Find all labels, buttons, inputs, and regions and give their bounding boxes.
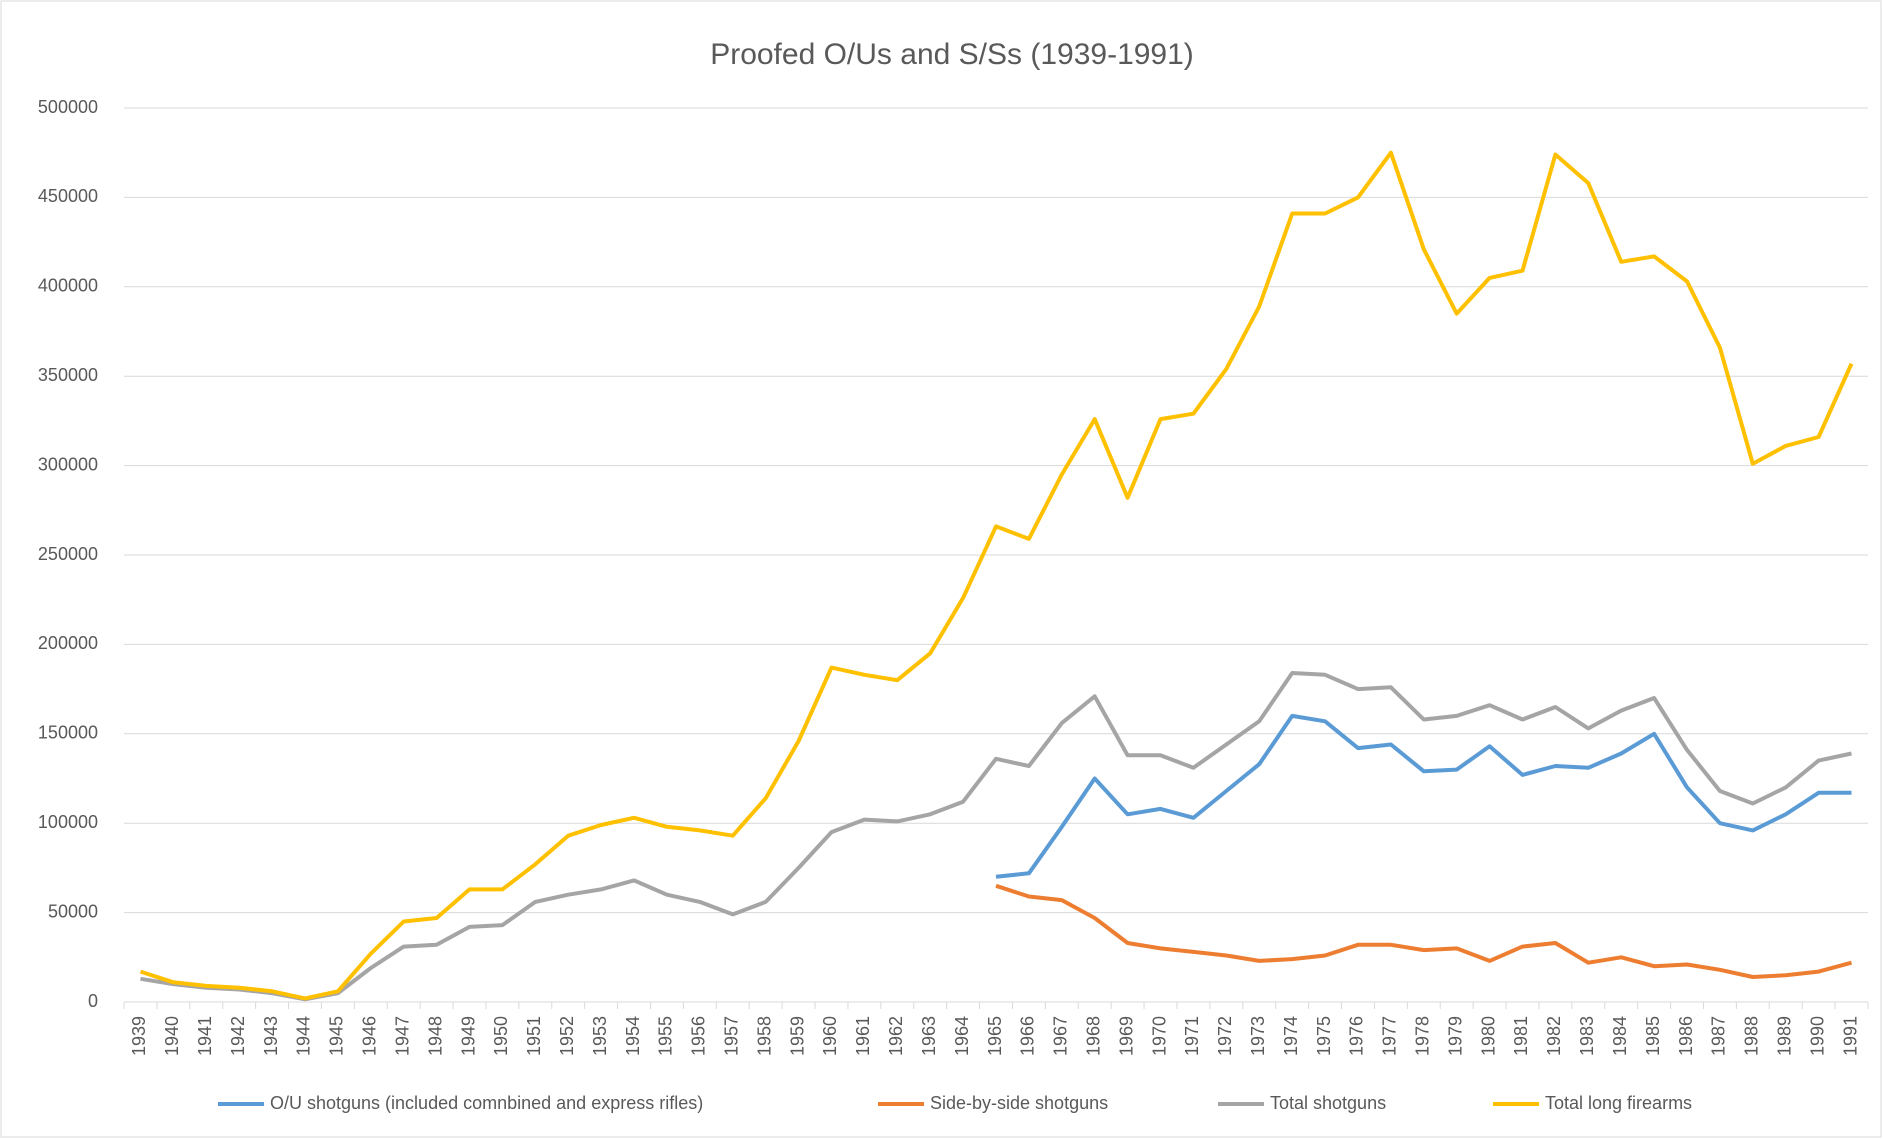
y-tick-label: 500000 <box>38 97 98 117</box>
y-tick-label: 200000 <box>38 633 98 653</box>
y-tick-label: 300000 <box>38 454 98 474</box>
x-tick-label: 1947 <box>392 1016 412 1056</box>
x-tick-label: 1942 <box>228 1016 248 1056</box>
x-tick-label: 1948 <box>425 1016 445 1056</box>
x-tick-label: 1939 <box>129 1016 149 1056</box>
y-tick-label: 250000 <box>38 544 98 564</box>
legend-label: O/U shotguns (included comnbined and exp… <box>270 1093 703 1113</box>
x-tick-label: 1965 <box>985 1016 1005 1056</box>
chart-title: Proofed O/Us and S/Ss (1939-1991) <box>710 38 1194 71</box>
x-tick-label: 1990 <box>1807 1016 1827 1056</box>
x-tick-label: 1969 <box>1116 1016 1136 1056</box>
x-tick-label: 1940 <box>162 1016 182 1056</box>
x-tick-label: 1985 <box>1643 1016 1663 1056</box>
x-tick-label: 1967 <box>1051 1016 1071 1056</box>
x-tick-label: 1952 <box>557 1016 577 1056</box>
legend-label: Side-by-side shotguns <box>930 1093 1108 1113</box>
x-tick-label: 1954 <box>623 1016 643 1056</box>
x-tick-label: 1981 <box>1511 1016 1531 1056</box>
x-tick-label: 1950 <box>491 1016 511 1056</box>
x-tick-label: 1953 <box>590 1016 610 1056</box>
x-tick-label: 1968 <box>1083 1016 1103 1056</box>
x-tick-label: 1941 <box>195 1016 215 1056</box>
x-tick-label: 1971 <box>1182 1016 1202 1056</box>
legend-label: Total shotguns <box>1270 1093 1386 1113</box>
x-tick-label: 1962 <box>886 1016 906 1056</box>
y-tick-label: 400000 <box>38 276 98 296</box>
x-tick-label: 1949 <box>458 1016 478 1056</box>
x-tick-label: 1983 <box>1577 1016 1597 1056</box>
x-tick-label: 1964 <box>952 1016 972 1056</box>
series-line <box>139 150 1854 1001</box>
x-tick-label: 1989 <box>1774 1016 1794 1056</box>
x-tick-label: 1946 <box>360 1016 380 1056</box>
x-tick-label: 1982 <box>1544 1016 1564 1056</box>
x-tick-label: 1979 <box>1445 1016 1465 1056</box>
y-tick-label: 50000 <box>48 901 98 921</box>
x-tick-label: 1956 <box>689 1016 709 1056</box>
x-tick-label: 1972 <box>1215 1016 1235 1056</box>
x-tick-label: 1951 <box>524 1016 544 1056</box>
x-tick-label: 1980 <box>1478 1016 1498 1056</box>
x-tick-label: 1974 <box>1281 1016 1301 1056</box>
x-tick-label: 1988 <box>1742 1016 1762 1056</box>
y-tick-label: 450000 <box>38 186 98 206</box>
x-tick-label: 1955 <box>656 1016 676 1056</box>
x-tick-label: 1963 <box>919 1016 939 1056</box>
x-tick-label: 1966 <box>1018 1016 1038 1056</box>
x-tick-label: 1957 <box>722 1016 742 1056</box>
legend-label: Total long firearms <box>1545 1093 1692 1113</box>
x-tick-label: 1978 <box>1413 1016 1433 1056</box>
x-tick-label: 1960 <box>820 1016 840 1056</box>
x-tick-label: 1959 <box>787 1016 807 1056</box>
x-tick-label: 1986 <box>1676 1016 1696 1056</box>
x-tick-label: 1977 <box>1380 1016 1400 1056</box>
series-line <box>140 671 1852 1002</box>
x-tick-label: 1976 <box>1347 1016 1367 1056</box>
x-tick-label: 1987 <box>1709 1016 1729 1056</box>
y-tick-label: 150000 <box>38 723 98 743</box>
y-tick-label: 350000 <box>38 365 98 385</box>
x-tick-label: 1958 <box>754 1016 774 1056</box>
x-tick-label: 1975 <box>1314 1016 1334 1056</box>
x-tick-label: 1944 <box>294 1016 314 1056</box>
series-line <box>995 883 1853 979</box>
x-tick-label: 1984 <box>1610 1016 1630 1056</box>
x-tick-label: 1961 <box>853 1016 873 1056</box>
series-line <box>995 713 1852 879</box>
x-tick-label: 1991 <box>1840 1016 1860 1056</box>
y-tick-label: 0 <box>88 991 98 1011</box>
x-tick-label: 1943 <box>261 1016 281 1056</box>
x-tick-label: 1973 <box>1248 1016 1268 1056</box>
y-tick-label: 100000 <box>38 812 98 832</box>
x-tick-label: 1945 <box>327 1016 347 1056</box>
x-tick-label: 1970 <box>1149 1016 1169 1056</box>
